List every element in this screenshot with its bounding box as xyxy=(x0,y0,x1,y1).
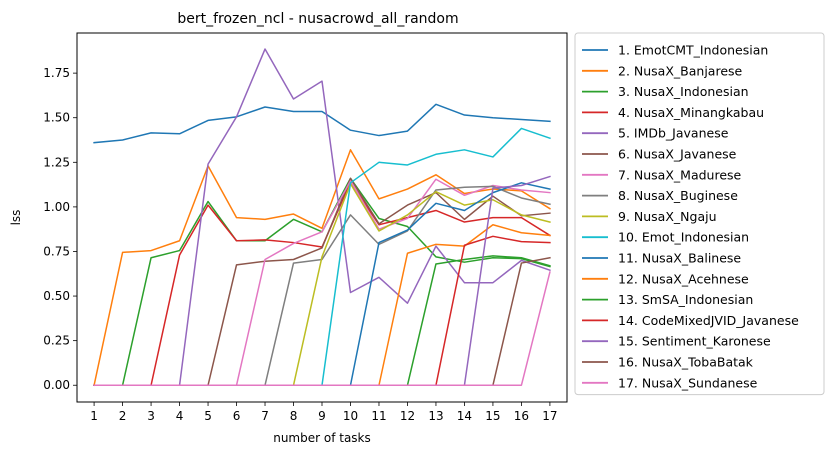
legend: 1. EmotCMT_Indonesian 2. NusaX_Banjarese 3… xyxy=(574,32,825,396)
y-tick-label: 1.00 xyxy=(43,200,70,214)
legend-label: 3. NusaX_Indonesian xyxy=(618,84,749,99)
x-tick-label: 16 xyxy=(514,409,529,423)
y-axis: 0.00 0.25 0.50 0.75 1.00 1.25 1.50 1.75 xyxy=(43,66,77,392)
plot-area: 1 2 3 4 5 6 7 8 9 10 11 12 13 14 15 16 17 0.000.250.500.… xyxy=(43,32,568,423)
series-line-1 xyxy=(93,103,551,144)
legend-label: 17. NusaX_Sundanese xyxy=(618,375,758,390)
legend-label: 15. Sentiment_Karonese xyxy=(618,334,771,349)
y-tick-label: 0.75 xyxy=(43,244,70,258)
x-tick-label: 10 xyxy=(343,409,358,423)
x-tick-label: 4 xyxy=(176,409,184,423)
x-tick-label: 15 xyxy=(485,409,500,423)
x-tick-label: 13 xyxy=(428,409,443,423)
x-tick-label: 7 xyxy=(261,409,269,423)
y-tick-label: 0.00 xyxy=(43,378,70,392)
legend-label: 7. NusaX_Madurese xyxy=(618,167,742,182)
x-tick-label: 17 xyxy=(542,409,557,423)
legend-label: 9. NusaX_Ngaju xyxy=(618,209,717,224)
legend-label: 12. NusaX_Acehnese xyxy=(618,271,749,286)
legend-label: 6. NusaX_Javanese xyxy=(618,147,737,162)
x-tick-label: 12 xyxy=(400,409,415,423)
y-tick-label: 0.25 xyxy=(43,334,70,348)
legend-frame xyxy=(574,32,825,396)
y-axis-label: lss xyxy=(9,210,23,226)
x-tick-label: 6 xyxy=(233,409,241,423)
x-axis: 1 2 3 4 5 6 7 8 9 10 11 12 13 14 15 16 17 xyxy=(90,402,558,423)
legend-label: 4. NusaX_Minangkabau xyxy=(618,105,764,120)
legend-label: 14. CodeMixedJVID_Javanese xyxy=(618,313,799,328)
y-tick-label: 1.25 xyxy=(43,155,70,169)
x-tick-label: 2 xyxy=(119,409,127,423)
x-tick-label: 8 xyxy=(290,409,298,423)
legend-label: 1. EmotCMT_Indonesian xyxy=(618,43,768,58)
legend-label: 16. NusaX_TobaBatak xyxy=(618,355,754,370)
x-tick-label: 9 xyxy=(318,409,326,423)
legend-label: 13. SmSA_Indonesian xyxy=(618,292,753,307)
x-tick-label: 5 xyxy=(204,409,212,423)
plot-background xyxy=(77,33,567,402)
x-axis-label: number of tasks xyxy=(273,431,371,445)
legend-label: 10. Emot_Indonesian xyxy=(618,230,749,245)
legend-label: 8. NusaX_Buginese xyxy=(618,188,738,203)
legend-label: 5. IMDb_Javanese xyxy=(618,126,729,141)
legend-label: 11. NusaX_Balinese xyxy=(618,251,741,266)
x-tick-label: 11 xyxy=(371,409,386,423)
legend-label: 2. NusaX_Banjarese xyxy=(618,63,743,78)
y-tick-label: 1.75 xyxy=(43,66,70,80)
chart-title: bert_frozen_ncl - nusacrowd_all_random xyxy=(177,11,458,27)
x-tick-label: 1 xyxy=(90,409,98,423)
series-line-17 xyxy=(93,271,551,386)
x-tick-label: 14 xyxy=(457,409,472,423)
y-tick-label: 0.50 xyxy=(43,289,70,303)
y-tick-label: 1.50 xyxy=(43,111,70,125)
x-tick-label: 3 xyxy=(147,409,155,423)
series-lines xyxy=(93,48,551,387)
